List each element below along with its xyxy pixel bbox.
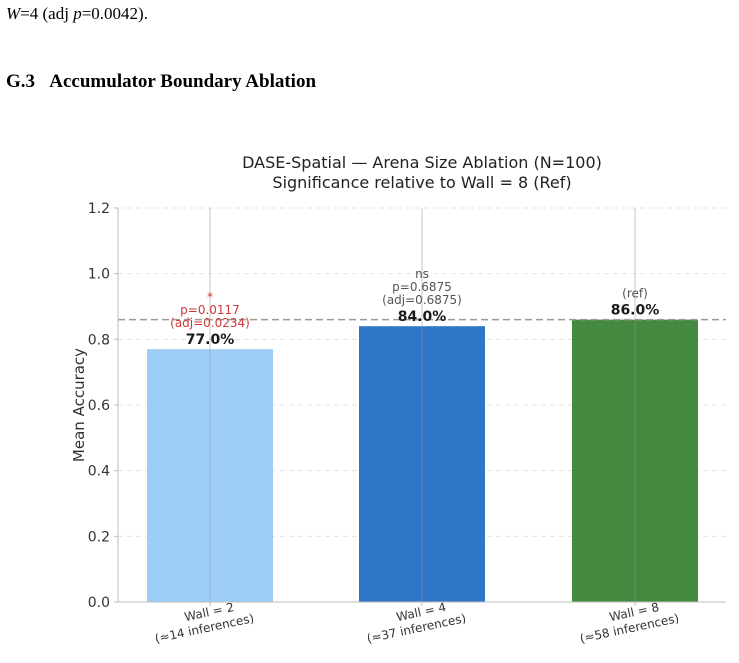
- chart-subtitle: Significance relative to Wall = 8 (Ref): [272, 173, 571, 192]
- value-label: 86.0%: [611, 303, 660, 319]
- significance-annotation: (ref): [622, 287, 648, 301]
- y-tick-label: 0.6: [88, 398, 110, 414]
- significance-annotation: (adj=0.0234): [170, 316, 250, 330]
- significance-annotation: *: [207, 290, 213, 304]
- y-tick-label: 0.2: [88, 529, 110, 545]
- y-axis-label: Mean Accuracy: [70, 348, 88, 462]
- significance-annotation: p=0.0117: [180, 303, 240, 317]
- y-tick-label: 1.0: [88, 267, 110, 283]
- significance-annotation: p=0.6875: [392, 280, 452, 294]
- y-tick-label: 0.8: [88, 332, 110, 348]
- significance-annotation: (adj=0.6875): [382, 293, 462, 307]
- y-tick-label: 0.4: [88, 464, 110, 480]
- significance-annotation: ns: [415, 267, 429, 281]
- y-tick-label: 1.2: [88, 201, 110, 217]
- chart-title: DASE-Spatial — Arena Size Ablation (N=10…: [242, 153, 602, 172]
- value-label: 77.0%: [186, 332, 235, 348]
- value-label: 84.0%: [398, 309, 447, 325]
- y-tick-label: 0.0: [88, 595, 110, 611]
- y-tick-labels: 0.0 0.2 0.4 0.6 0.8 1.0 1.2: [88, 201, 118, 611]
